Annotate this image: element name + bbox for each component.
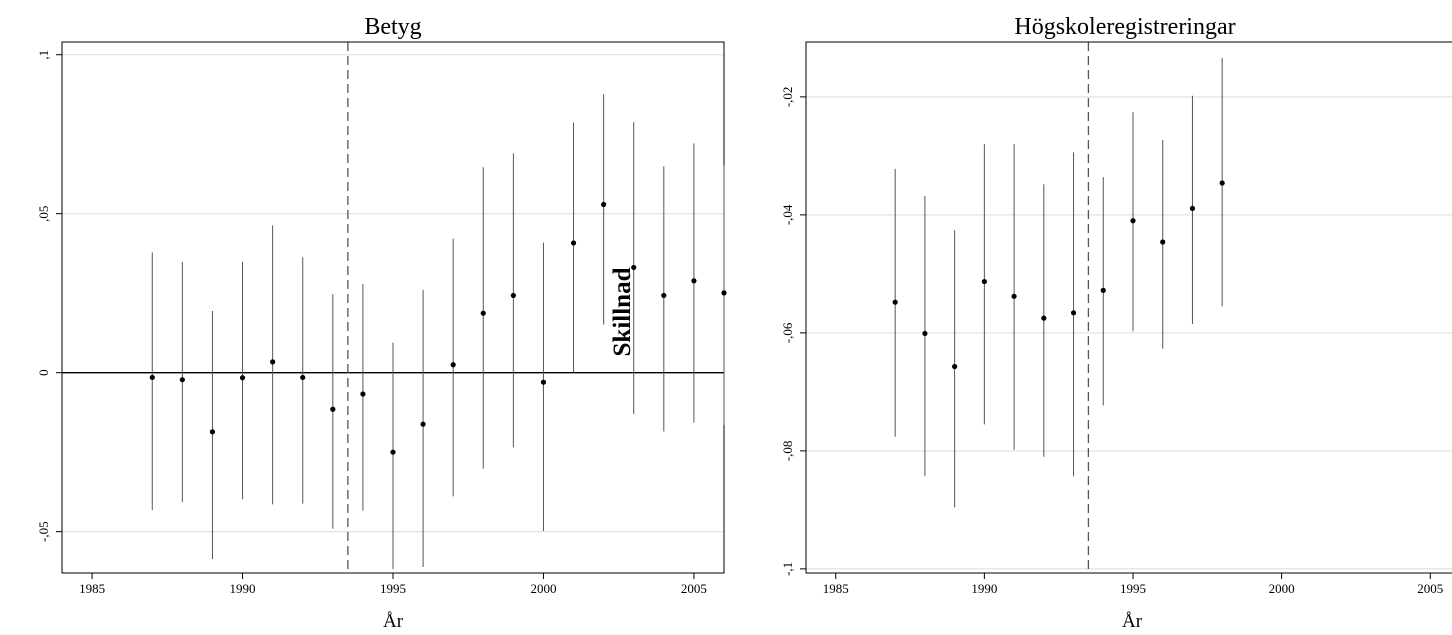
x-tick-label: 1995 <box>1120 581 1146 596</box>
panel-2: 1985 1990 1995 2000 2005 -,1 -,08 -,06 -,04 -,02 H… <box>780 14 1452 632</box>
data-point <box>721 290 727 296</box>
y-tick-label: ,1 <box>36 50 51 60</box>
x-tick-label: 1990 <box>230 581 256 596</box>
x-tick-label: 2005 <box>1417 581 1443 596</box>
y-tick-label: -,08 <box>780 441 795 462</box>
data-point <box>390 449 396 455</box>
data-point <box>360 391 366 397</box>
data-point <box>1160 239 1166 245</box>
data-point <box>1100 287 1106 293</box>
data-point <box>981 278 987 285</box>
data-point <box>1011 293 1017 299</box>
data-point <box>330 406 336 412</box>
x-tick-label: 1995 <box>380 581 406 596</box>
data-point <box>420 421 426 427</box>
plot-frame <box>805 41 1452 574</box>
data-point <box>922 330 928 337</box>
data-point <box>691 278 697 284</box>
x-tick-label: 2000 <box>530 581 556 596</box>
x-axis-label: År <box>1122 611 1143 630</box>
data-point <box>1130 218 1136 224</box>
panel-1: 1985 1990 1995 2000 2005 -,05 0 ,05 ,1 Betyg År Ski… <box>36 14 727 632</box>
data-point <box>239 375 246 381</box>
x-tick-label: 1985 <box>79 581 105 596</box>
data-point <box>300 374 306 381</box>
data-point <box>450 362 456 368</box>
data-point <box>570 240 577 246</box>
y-tick-label: -,06 <box>780 322 795 343</box>
data-point <box>209 429 216 435</box>
data-point <box>270 359 276 365</box>
data-point <box>1070 310 1077 316</box>
data-point <box>631 264 637 271</box>
x-axis-label: År <box>383 611 404 630</box>
y-tick-label: -,05 <box>36 521 51 542</box>
data-point <box>601 201 607 208</box>
x-tick-label: 1990 <box>971 581 997 596</box>
x-tick-label: 1985 <box>823 581 849 596</box>
y-tick-label: -,1 <box>780 562 795 576</box>
data-point <box>1041 315 1047 321</box>
y-tick-label: -,02 <box>780 87 795 108</box>
data-point <box>179 377 185 383</box>
data-point <box>1219 180 1225 186</box>
data-point <box>661 292 667 299</box>
x-tick-label: 2000 <box>1269 581 1295 596</box>
data-point <box>510 292 516 299</box>
y-tick-label: ,05 <box>36 206 51 222</box>
skillnad-annotation: Skillnad <box>609 267 636 356</box>
data-point <box>1189 205 1196 211</box>
y-tick-label: -,04 <box>780 204 795 225</box>
data-point <box>540 379 547 385</box>
x-tick-label: 2005 <box>681 581 707 596</box>
y-tick-label: 0 <box>36 369 51 376</box>
panel-title: Högskoleregistreringar <box>1014 14 1235 40</box>
data-point <box>149 374 155 381</box>
data-point <box>952 363 958 370</box>
panel-title: Betyg <box>364 14 421 40</box>
data-point <box>892 299 898 305</box>
data-point <box>480 310 486 316</box>
